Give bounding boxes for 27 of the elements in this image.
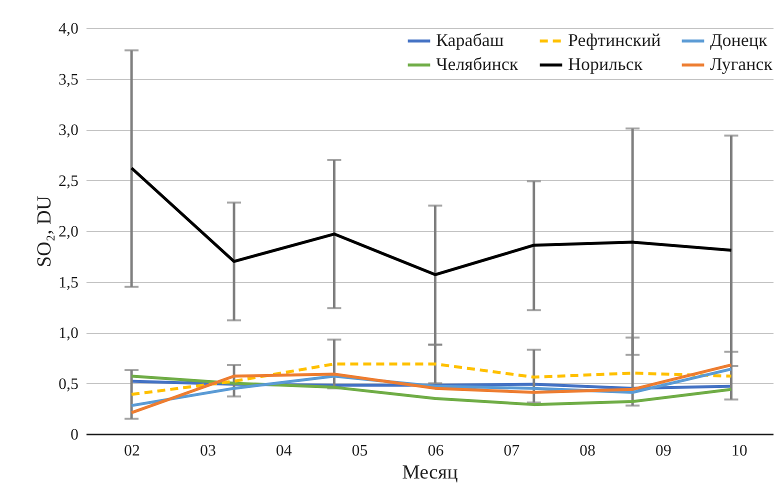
x-tick-label: 09	[655, 442, 672, 460]
x-tick-label: 06	[428, 442, 444, 460]
line-series	[130, 166, 733, 276]
x-tick-label: 02	[124, 442, 140, 460]
x-tick-label: 10	[731, 442, 748, 460]
legend-label: Челябинск	[436, 54, 518, 74]
x-axis-title: Месяц	[402, 462, 458, 484]
legend-label: Норильск	[568, 54, 643, 74]
y-tick-label: 0	[70, 426, 78, 444]
x-tick-label: 03	[200, 442, 216, 460]
y-tick-label: 4,0	[58, 20, 78, 38]
y-tick-label: 2,0	[58, 224, 78, 240]
y-tick-label: 1,0	[58, 325, 78, 342]
x-tick-label: 08	[580, 442, 596, 460]
y-axis-title: SO₂, DU	[34, 195, 56, 268]
x-tick-label: 05	[352, 442, 368, 460]
x-tick-label: 04	[276, 442, 292, 460]
y-tick-label: 1,5	[58, 274, 78, 292]
legend-label: Донецк	[710, 30, 768, 50]
legend-label: Луганск	[710, 54, 773, 74]
legend-label: Карабаш	[436, 30, 504, 50]
y-tick-label: 3,0	[58, 122, 78, 139]
y-tick-label: 0,5	[58, 376, 78, 393]
legend-label: Рефтинский	[568, 30, 662, 50]
y-tick-label: 2,5	[58, 172, 78, 190]
x-tick-label: 07	[504, 442, 520, 460]
y-tick-label: 3,5	[58, 71, 78, 88]
